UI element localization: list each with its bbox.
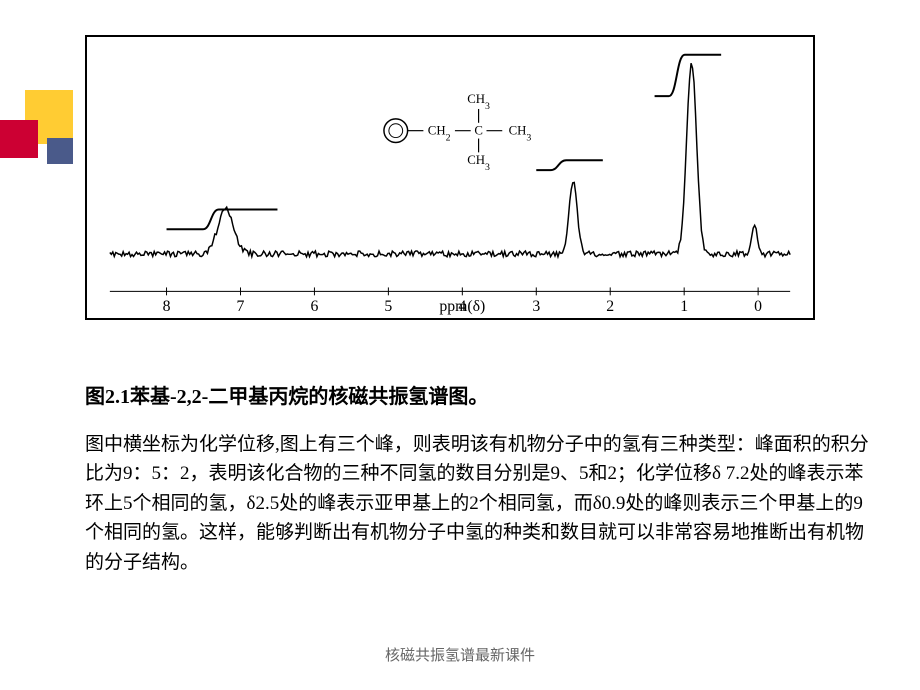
svg-text:5: 5: [384, 298, 392, 315]
explanation-text: 图中横坐标为化学位移,图上有三个峰，则表明该有机物分子中的氢有三种类型：峰面积的…: [85, 430, 875, 577]
svg-text:2: 2: [606, 298, 614, 315]
nmr-svg: 876543210ppm(δ)CH2CCH3CH3CH3: [87, 37, 813, 318]
svg-text:8: 8: [163, 298, 171, 315]
svg-text:CH3: CH3: [467, 92, 490, 112]
svg-text:CH3: CH3: [509, 124, 532, 144]
slide-footer: 核磁共振氢谱最新课件: [0, 644, 920, 665]
deco-red-square: [0, 120, 38, 158]
slide-decoration: [0, 90, 75, 170]
nmr-spectrum-chart: 876543210ppm(δ)CH2CCH3CH3CH3: [85, 35, 815, 320]
svg-text:7: 7: [237, 298, 245, 315]
figure-caption: 图2.1苯基-2,2-二甲基丙烷的核磁共振氢谱图。: [85, 380, 865, 409]
svg-text:6: 6: [310, 298, 318, 315]
svg-text:1: 1: [680, 298, 688, 315]
svg-text:C: C: [474, 124, 483, 138]
svg-text:CH2: CH2: [428, 124, 451, 144]
svg-text:3: 3: [532, 298, 540, 315]
svg-text:0: 0: [754, 298, 762, 315]
svg-text:ppm(δ): ppm(δ): [439, 298, 485, 315]
svg-text:CH3: CH3: [467, 153, 490, 173]
deco-blue-square: [47, 138, 73, 164]
